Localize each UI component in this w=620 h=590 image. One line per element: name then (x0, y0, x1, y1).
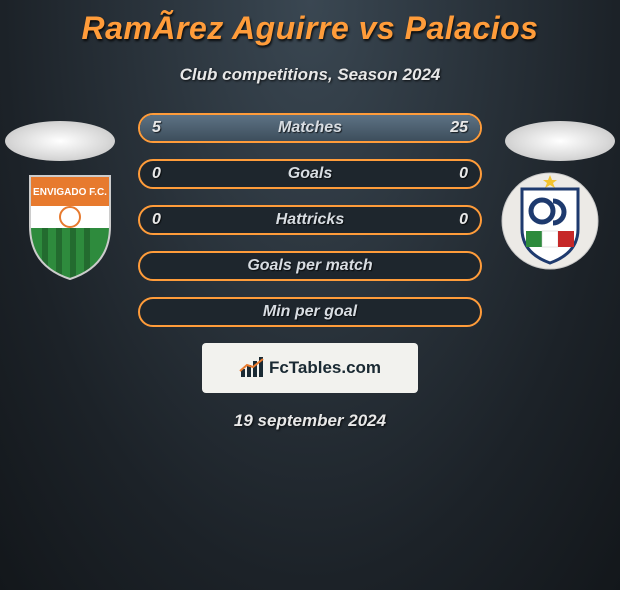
stat-label: Min per goal (140, 299, 480, 325)
svg-text:ENVIGADO F.C.: ENVIGADO F.C. (33, 187, 107, 198)
stat-label: Goals (140, 161, 480, 187)
stat-label: Hattricks (140, 207, 480, 233)
club-badge-left: ENVIGADO F.C. (20, 171, 120, 271)
stat-label: Goals per match (140, 253, 480, 279)
page-title: RamÃ­rez Aguirre vs Palacios (0, 10, 620, 47)
comparison-area: ENVIGADO F.C. 525Matches 00Goals 00Hattric… (0, 113, 620, 327)
stat-bar: Min per goal (138, 297, 482, 327)
stat-bars: 525Matches 00Goals 00Hattricks Goals per ma… (138, 113, 482, 327)
player-oval-left (5, 121, 115, 161)
stat-bar: 525Matches (138, 113, 482, 143)
club-badge-right (500, 171, 600, 271)
brand-chart-icon (239, 357, 265, 379)
stat-bar: Goals per match (138, 251, 482, 281)
stat-label: Matches (140, 115, 480, 141)
date-label: 19 september 2024 (0, 411, 620, 431)
brand-box: FcTables.com (202, 343, 418, 393)
brand-text: FcTables.com (269, 358, 381, 378)
subtitle: Club competitions, Season 2024 (0, 65, 620, 85)
stat-bar: 00Goals (138, 159, 482, 189)
player-oval-right (505, 121, 615, 161)
stat-bar: 00Hattricks (138, 205, 482, 235)
